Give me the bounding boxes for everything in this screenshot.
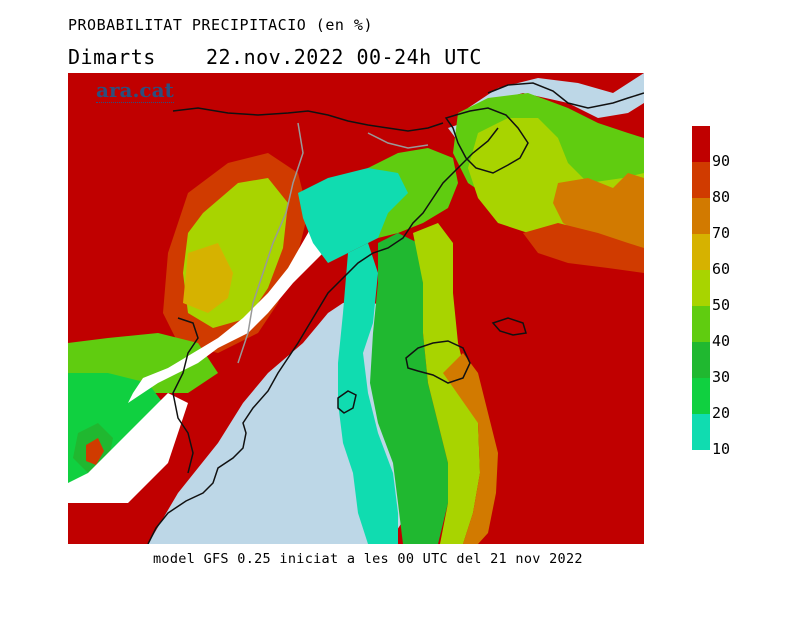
logo-underline [96,102,174,103]
chart-subtitle: Dimarts 22.nov.2022 00-24h UTC [68,45,482,69]
model-info-footer: model GFS 0.25 iniciat a les 00 UTC del … [153,551,583,567]
ara-cat-logo: ara.cat [96,78,174,102]
legend-label: 70 [712,224,731,242]
legend-swatch [692,306,710,342]
legend-label: 50 [712,296,731,314]
border-line-left [172,317,199,474]
border-line [237,122,304,364]
coastline-mainland [147,127,499,544]
island-menorca [491,317,527,336]
sea-north [463,73,644,143]
legend-swatch [692,126,710,162]
area-p10-north [298,163,418,263]
legend-swatch [692,162,710,198]
legend-swatch [692,234,710,270]
legend-label: 40 [712,332,731,350]
area-p30-coast [370,233,448,544]
legend-swatch [692,378,710,414]
legend-label: 60 [712,260,731,278]
legend-swatch [692,198,710,234]
area-p70-ne [553,173,644,253]
coastline-ne [487,82,644,109]
area-p80-spot [86,438,104,465]
legend-swatch [692,270,710,306]
area-p80-ne [523,223,644,273]
legend-swatch [692,342,710,378]
legend-swatch [692,414,710,450]
area-p40-north [368,148,458,238]
legend-label: 90 [712,152,731,170]
color-legend [692,126,710,450]
legend-label: 10 [712,440,731,458]
area-p70-coast [443,353,498,544]
coastline-north-gulf [444,107,529,174]
coastline-top-left [172,107,444,132]
area-p10-coast [338,243,398,544]
precipitation-map [68,73,644,544]
island-mallorca [405,340,471,384]
area-dry-south [68,393,188,503]
legend-label: 80 [712,188,731,206]
area-p60-west [183,243,233,313]
chart-title: PROBABILITAT PRECIPITACIO (en %) [68,16,373,34]
island-ibiza [337,390,357,414]
legend-label: 30 [712,368,731,386]
area-p50-coast [413,223,480,544]
border-line-2 [367,132,429,149]
legend-label: 20 [712,404,731,422]
